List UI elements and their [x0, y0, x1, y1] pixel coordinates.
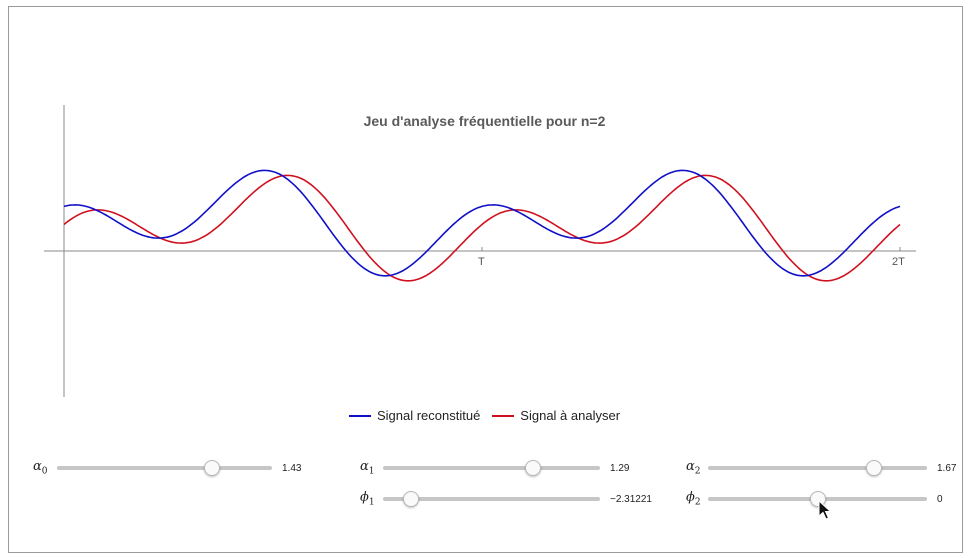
- control-alpha1-label: α1: [360, 459, 375, 477]
- control-alpha1-value: 1.29: [610, 462, 630, 474]
- notebook-output-frame: [8, 6, 963, 553]
- control-alpha2-value: 1.67: [937, 462, 957, 474]
- chart-title: Jeu d'analyse fréquentielle pour n=2: [363, 113, 606, 129]
- legend-label-reconstituted: Signal reconstitué: [376, 408, 481, 423]
- legend-swatch-red: [492, 414, 515, 417]
- control-phi1-label: ϕ1: [360, 490, 375, 508]
- slider-alpha1[interactable]: [383, 460, 600, 476]
- series-line-signal-reconstitue: [63, 169, 901, 277]
- slider-phi1[interactable]: [383, 491, 600, 507]
- legend-item-reconstituted: Signal reconstitué: [348, 408, 481, 423]
- control-phi1-value: −2.31221: [610, 493, 652, 505]
- chart-legend: Signal reconstitué Signal à analyser: [0, 408, 969, 423]
- control-alpha0-value: 1.43: [282, 462, 302, 474]
- control-alpha2: α2 1.67: [686, 458, 956, 478]
- slider-alpha1-thumb[interactable]: [524, 460, 541, 476]
- slider-phi1-thumb[interactable]: [403, 491, 420, 507]
- control-phi2-label: ϕ2: [686, 490, 701, 508]
- slider-alpha0[interactable]: [57, 460, 272, 476]
- series-line-signal-a-analyser: [63, 174, 901, 282]
- control-alpha2-label: α2: [686, 459, 701, 477]
- tick-label-T: T: [478, 256, 485, 268]
- tick-label-2T: 2T: [892, 256, 905, 268]
- legend-swatch-blue: [348, 414, 371, 417]
- legend-item-analyser: Signal à analyser: [492, 408, 620, 423]
- control-phi2-value: 0: [937, 493, 943, 505]
- control-phi2: ϕ2 0: [686, 489, 943, 509]
- control-alpha0: α0 1.43: [33, 458, 301, 478]
- control-phi1: ϕ1 −2.31221: [360, 489, 652, 509]
- slider-alpha2-thumb[interactable]: [866, 460, 883, 476]
- slider-alpha0-thumb[interactable]: [203, 460, 220, 476]
- slider-alpha2[interactable]: [708, 460, 927, 476]
- control-alpha1: α1 1.29: [360, 458, 629, 478]
- legend-label-analyser: Signal à analyser: [520, 408, 621, 423]
- control-alpha0-label: α0: [33, 459, 48, 477]
- mouse-pointer-icon: [818, 500, 832, 520]
